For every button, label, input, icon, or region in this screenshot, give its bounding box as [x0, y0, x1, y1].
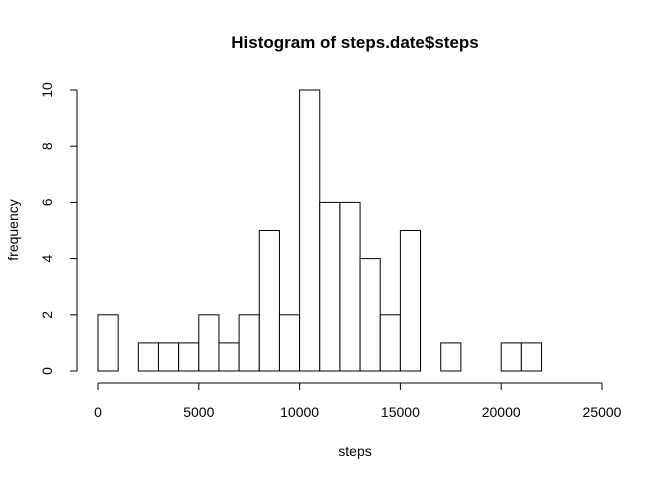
y-tick-label: 6: [39, 198, 55, 206]
histogram-bar: [399, 230, 422, 372]
histogram-bar: [218, 342, 240, 372]
x-axis: 0 5000 10000 15000 20000 25000: [94, 382, 622, 420]
histogram-bar: [359, 258, 381, 372]
histogram-bar: [520, 342, 543, 372]
histogram-bar: [299, 89, 321, 372]
bars-group: [97, 89, 543, 372]
x-tick-label: 25000: [583, 404, 622, 420]
histogram-bar: [319, 201, 341, 372]
x-axis-label: steps: [338, 443, 371, 459]
y-tick-label: 8: [39, 142, 55, 150]
histogram-bar: [339, 201, 361, 372]
x-tick-label: 15000: [381, 404, 420, 420]
histogram-bar: [258, 230, 280, 372]
histogram-bar: [379, 314, 401, 372]
y-tick-label: 2: [39, 311, 55, 319]
x-tick-label: 5000: [183, 404, 214, 420]
histogram-bar: [137, 342, 159, 372]
x-tick-label: 0: [94, 404, 102, 420]
x-tick-label: 20000: [482, 404, 521, 420]
histogram-bar: [440, 342, 462, 372]
y-axis-label: frequency: [5, 199, 21, 260]
y-tick-label: 10: [39, 82, 55, 98]
histogram-bar: [198, 314, 220, 372]
histogram-bar: [157, 342, 180, 372]
y-axis: 0 2 4 6 8 10: [39, 82, 78, 375]
y-tick-label: 0: [39, 367, 55, 375]
histogram-bar: [278, 314, 301, 372]
histogram-bar: [97, 314, 119, 372]
histogram-bar: [238, 314, 260, 372]
chart-title: Histogram of steps.date$steps: [231, 33, 479, 52]
y-tick-label: 4: [39, 254, 55, 262]
histogram-bar: [178, 342, 200, 372]
x-tick-label: 10000: [280, 404, 319, 420]
histogram-bar: [500, 342, 522, 372]
